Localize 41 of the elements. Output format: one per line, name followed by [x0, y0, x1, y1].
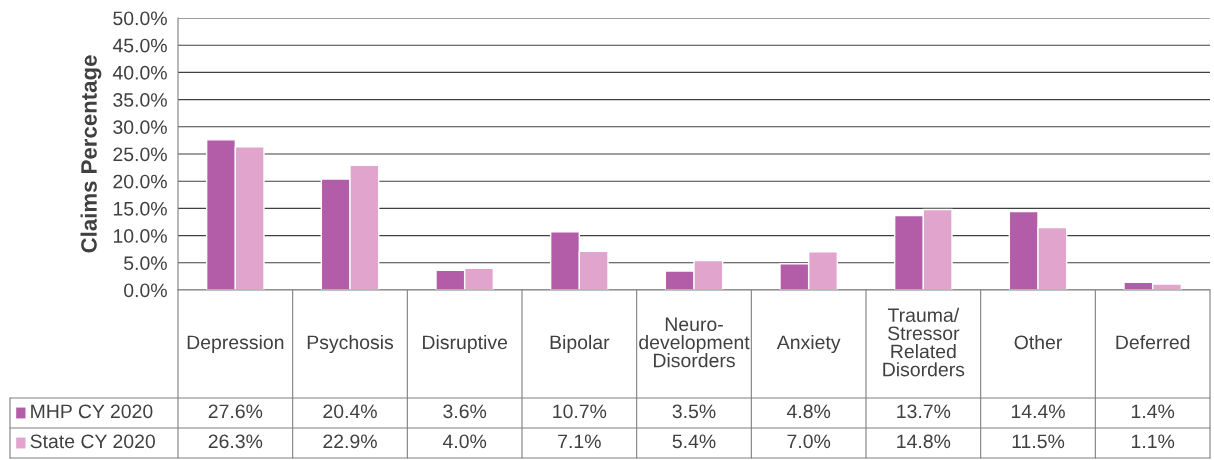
- y-tick-label: 30.0%: [113, 120, 167, 135]
- data-label: 26.3%: [208, 434, 263, 449]
- y-tick-label: 35.0%: [113, 93, 167, 107]
- y-tick-label: 15.0%: [113, 201, 167, 216]
- y-tick-label: 25.0%: [113, 147, 167, 162]
- y-tick-label: 50.0%: [113, 11, 167, 26]
- legend-label: MHP CY 2020: [31, 404, 153, 419]
- y-tick-label: 0.0%: [124, 283, 167, 298]
- y-tick-label: 45.0%: [112, 38, 167, 53]
- x-tick-label: Psychosis: [307, 334, 394, 354]
- y-tick-label: 5.0%: [124, 256, 167, 271]
- data-label: 13.7%: [897, 404, 951, 419]
- data-label: 10.7%: [553, 404, 607, 419]
- data-label: 4.8%: [786, 404, 831, 419]
- y-tick-label: 40.0%: [112, 65, 167, 80]
- x-tick-label: Other: [1014, 334, 1062, 350]
- data-label: 27.6%: [208, 404, 263, 419]
- data-label: 1.1%: [1131, 434, 1175, 449]
- y-tick-label: 20.0%: [113, 174, 167, 189]
- x-tick-label: Anxiety: [776, 334, 841, 354]
- x-tick-label: Depression: [187, 334, 284, 354]
- data-label: 1.4%: [1131, 404, 1175, 419]
- x-tick-label: Deferred: [1116, 334, 1190, 350]
- y-axis-title: Claims Percentage: [80, 55, 102, 253]
- data-label: 14.8%: [897, 434, 951, 449]
- data-label: 3.5%: [672, 404, 716, 419]
- data-label: 7.0%: [787, 434, 831, 449]
- data-label: 3.6%: [443, 404, 487, 419]
- data-label: 7.1%: [558, 434, 601, 449]
- legend-label: State CY 2020: [30, 434, 155, 449]
- data-label: 11.5%: [1012, 434, 1065, 449]
- data-label: 20.4%: [323, 404, 377, 419]
- y-tick-label: 10.0%: [113, 229, 167, 243]
- data-label: 5.4%: [672, 434, 716, 449]
- data-label: 14.4%: [1011, 404, 1065, 419]
- x-tick-label: Neuro- development Disorders: [639, 317, 750, 368]
- data-label: 22.9%: [323, 434, 377, 449]
- data-label: 4.0%: [442, 434, 487, 449]
- x-tick-label: Disruptive: [423, 334, 508, 354]
- x-tick-label: Bipolar: [550, 334, 610, 354]
- x-tick-label: Trauma/ Stressor Related Disorders: [883, 307, 965, 377]
